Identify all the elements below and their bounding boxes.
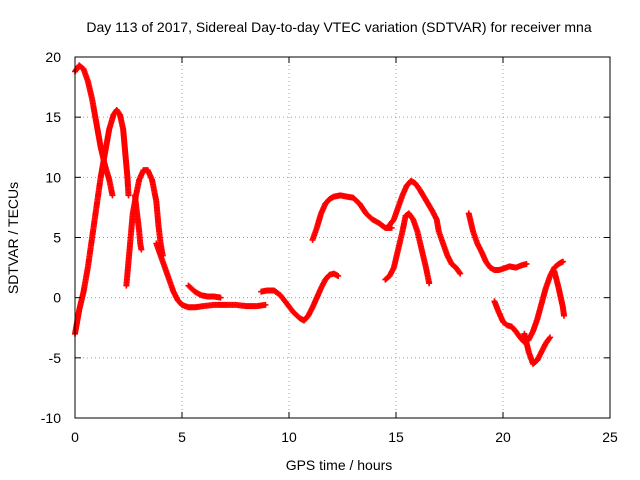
ticks: 0 5 10 15 20 25 -10 -5 0 5 10 15 20 bbox=[41, 49, 618, 445]
data-point bbox=[547, 334, 554, 341]
series-trace-4 bbox=[131, 192, 145, 253]
data-point bbox=[426, 280, 433, 287]
data-point bbox=[523, 260, 530, 267]
y-tick-label: 0 bbox=[53, 290, 61, 306]
series-trace-6 bbox=[185, 282, 224, 301]
grid bbox=[75, 57, 610, 418]
y-tick-label: 5 bbox=[53, 230, 61, 246]
series-trace-11 bbox=[465, 210, 530, 273]
data-point bbox=[262, 301, 269, 308]
y-tick-label: 20 bbox=[45, 49, 61, 65]
x-tick-label: 20 bbox=[495, 429, 511, 445]
data-point bbox=[559, 258, 566, 265]
data-point bbox=[335, 273, 342, 280]
series-trace-10 bbox=[382, 210, 433, 287]
data-point bbox=[560, 312, 567, 319]
series-trace-12 bbox=[491, 258, 566, 346]
chart-title: Day 113 of 2017, Sidereal Day-to-day VTE… bbox=[86, 19, 591, 35]
x-tick-label: 0 bbox=[71, 429, 79, 445]
y-tick-label: -5 bbox=[49, 350, 62, 366]
series-trace-14 bbox=[551, 268, 567, 319]
data-layer bbox=[72, 62, 567, 367]
y-axis-label: SDTVAR / TECUs bbox=[5, 182, 21, 294]
data-point bbox=[217, 294, 224, 301]
x-tick-label: 5 bbox=[178, 429, 186, 445]
x-tick-label: 15 bbox=[388, 429, 404, 445]
x-tick-label: 25 bbox=[602, 429, 618, 445]
data-point bbox=[457, 270, 464, 277]
x-tick-label: 10 bbox=[281, 429, 297, 445]
x-axis-label: GPS time / hours bbox=[286, 457, 393, 473]
data-point bbox=[125, 192, 132, 199]
data-point bbox=[138, 246, 145, 253]
series-trace-13 bbox=[521, 330, 554, 367]
data-point bbox=[109, 192, 116, 199]
y-tick-label: 10 bbox=[45, 169, 61, 185]
series-trace-9 bbox=[384, 177, 464, 277]
series-trace-5 bbox=[153, 240, 269, 311]
series-trace-2 bbox=[72, 106, 132, 337]
y-tick-label: -10 bbox=[41, 410, 61, 426]
y-tick-label: 15 bbox=[45, 109, 61, 125]
series-trace-7 bbox=[258, 270, 342, 324]
series-trace-8 bbox=[309, 192, 395, 243]
